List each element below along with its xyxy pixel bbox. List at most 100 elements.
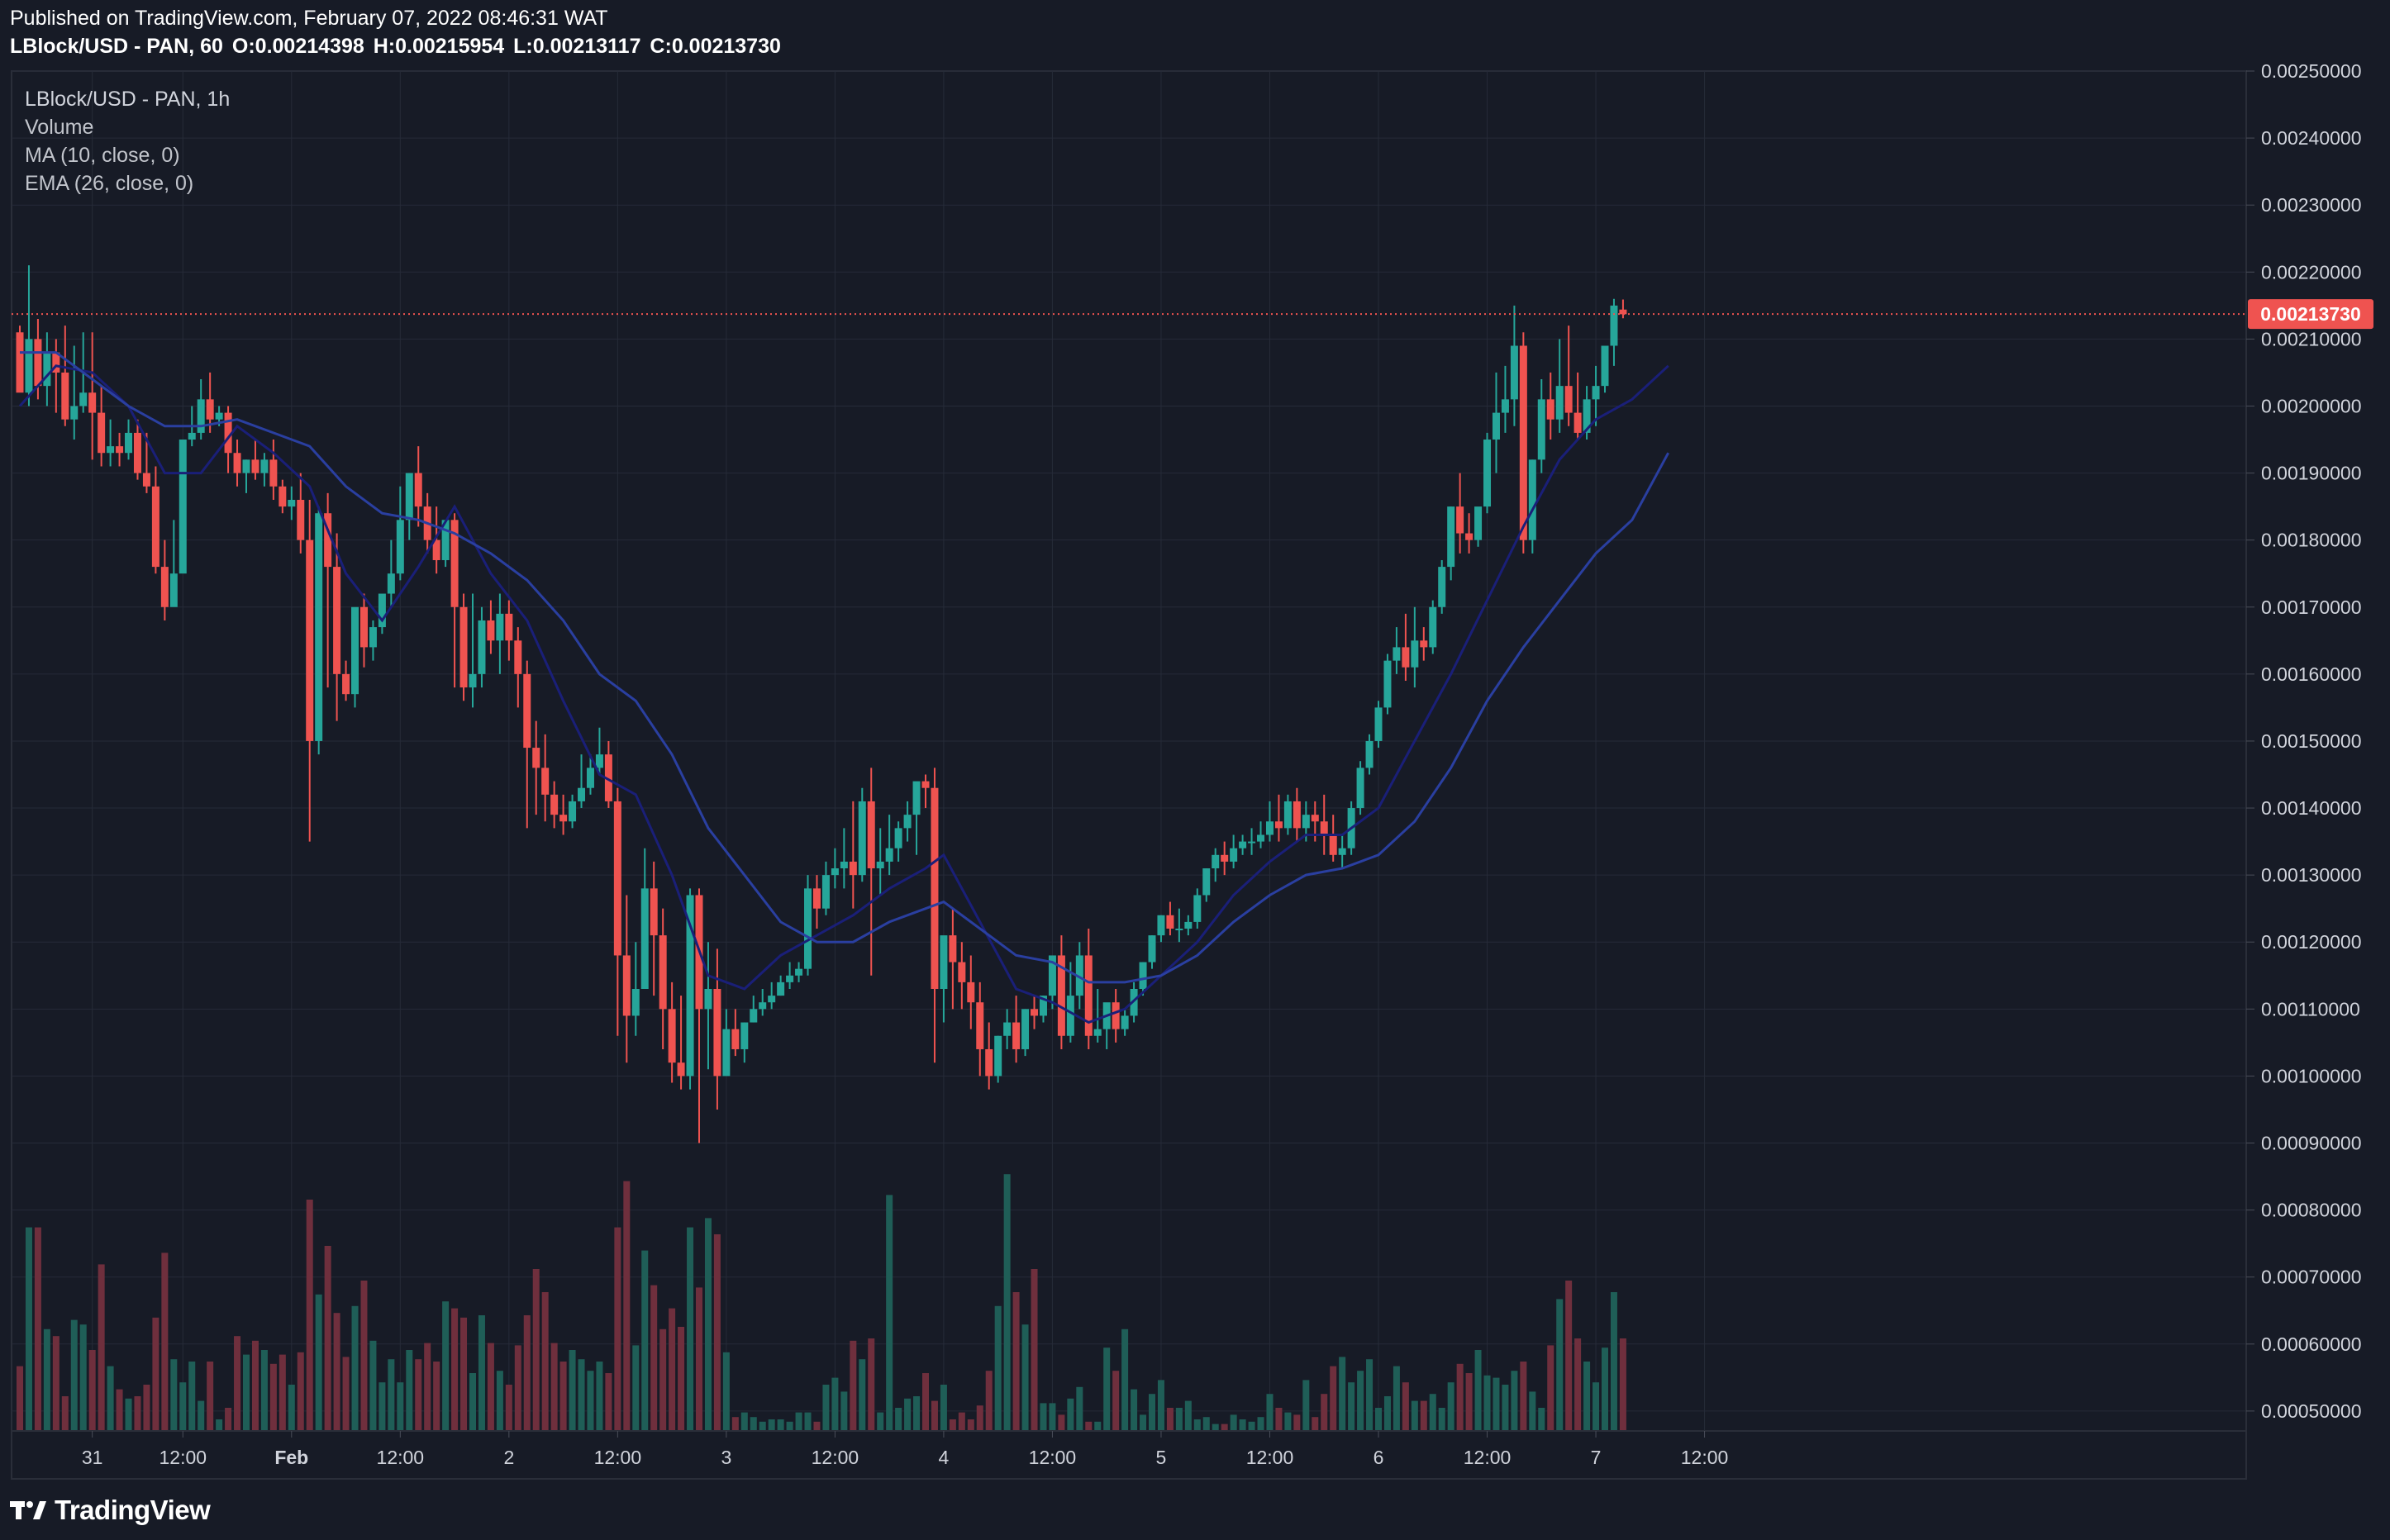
candle[interactable]	[1166, 901, 1174, 936]
candle[interactable]	[1393, 627, 1401, 674]
candle[interactable]	[1492, 372, 1500, 473]
candle[interactable]	[604, 740, 612, 809]
candle[interactable]	[61, 326, 69, 426]
candle[interactable]	[1320, 794, 1328, 855]
candle[interactable]	[242, 459, 250, 493]
candle[interactable]	[1031, 996, 1039, 1029]
candle[interactable]	[233, 440, 241, 487]
candle[interactable]	[1383, 654, 1392, 715]
candle[interactable]	[786, 962, 794, 989]
candle[interactable]	[1221, 841, 1229, 876]
candle[interactable]	[288, 486, 296, 520]
candle[interactable]	[1483, 432, 1492, 514]
candle[interactable]	[70, 345, 79, 440]
candle[interactable]	[622, 895, 631, 1063]
candle[interactable]	[876, 828, 884, 896]
candle[interactable]	[441, 520, 450, 568]
candle[interactable]	[921, 774, 930, 809]
candle[interactable]	[1130, 982, 1138, 1023]
candle[interactable]	[1555, 339, 1564, 433]
candle[interactable]	[1239, 834, 1247, 855]
candle[interactable]	[1338, 834, 1346, 869]
time-axis[interactable]: 31 12:00 Feb 12:00 2 12:00 3 12:00 4 12:00 5 12:00 6…	[12, 1430, 2246, 1468]
candle[interactable]	[1465, 513, 1474, 554]
candle[interactable]	[750, 996, 758, 1023]
candle[interactable]	[1456, 473, 1464, 554]
candle[interactable]	[812, 875, 821, 929]
price-axis[interactable]: 0.00250000 0.00240000 0.00230000 0.00220000…	[2245, 60, 2362, 1431]
candle[interactable]	[849, 801, 857, 909]
candle[interactable]	[740, 1022, 749, 1063]
candle[interactable]	[967, 955, 975, 1029]
candle[interactable]	[1193, 888, 1202, 929]
candle[interactable]	[1519, 332, 1527, 554]
candle[interactable]	[1148, 935, 1156, 969]
candle[interactable]	[1528, 459, 1536, 554]
candle[interactable]	[1510, 305, 1518, 426]
candle[interactable]	[116, 432, 124, 467]
candle[interactable]	[1121, 1009, 1129, 1036]
candle[interactable]	[550, 781, 559, 829]
candle[interactable]	[1537, 379, 1545, 473]
candle[interactable]	[1093, 988, 1102, 1043]
candle[interactable]	[306, 500, 314, 842]
candle[interactable]	[414, 446, 422, 527]
candle[interactable]	[1438, 559, 1446, 614]
candle[interactable]	[260, 453, 269, 487]
candle[interactable]	[1546, 372, 1554, 440]
candle[interactable]	[107, 419, 115, 467]
candle[interactable]	[25, 265, 33, 406]
candle[interactable]	[1474, 506, 1483, 547]
candle[interactable]	[279, 479, 287, 514]
candle[interactable]	[578, 754, 586, 809]
candle[interactable]	[523, 660, 531, 829]
candle[interactable]	[297, 473, 305, 554]
candle[interactable]	[359, 593, 368, 668]
candle[interactable]	[795, 962, 803, 982]
candle[interactable]	[821, 861, 830, 915]
candle[interactable]	[169, 520, 178, 607]
candle[interactable]	[1447, 506, 1455, 581]
candle[interactable]	[569, 794, 577, 829]
candle[interactable]	[88, 332, 97, 460]
candle[interactable]	[595, 727, 603, 775]
candle[interactable]	[1564, 326, 1573, 426]
candle[interactable]	[1329, 815, 1337, 862]
candle[interactable]	[133, 419, 141, 480]
candle[interactable]	[1112, 988, 1120, 1043]
candle[interactable]	[858, 787, 866, 882]
candle[interactable]	[206, 372, 214, 433]
candle[interactable]	[251, 440, 259, 480]
candle[interactable]	[631, 942, 640, 1036]
candle[interactable]	[1248, 828, 1256, 855]
candle[interactable]	[759, 988, 767, 1016]
candle[interactable]	[1610, 298, 1618, 366]
tradingview-logo[interactable]: TradingView	[10, 1490, 211, 1530]
candle[interactable]	[559, 794, 568, 835]
candle[interactable]	[1265, 801, 1274, 842]
candle[interactable]	[369, 620, 377, 661]
candle[interactable]	[98, 386, 106, 467]
candle[interactable]	[1084, 929, 1093, 1049]
candle[interactable]	[197, 379, 205, 440]
candle[interactable]	[478, 606, 486, 688]
candle[interactable]	[704, 942, 712, 1070]
candle[interactable]	[496, 593, 504, 674]
candle[interactable]	[768, 982, 776, 1010]
candle[interactable]	[1175, 908, 1183, 943]
candle[interactable]	[640, 848, 649, 989]
candle[interactable]	[586, 754, 594, 795]
candle[interactable]	[405, 473, 413, 540]
candle[interactable]	[151, 466, 159, 574]
candle[interactable]	[1501, 365, 1509, 433]
candle[interactable]	[324, 492, 332, 688]
candle[interactable]	[1365, 734, 1374, 775]
candle[interactable]	[831, 848, 839, 889]
candle[interactable]	[1274, 794, 1283, 842]
candle[interactable]	[677, 996, 685, 1090]
candle[interactable]	[1012, 996, 1021, 1063]
candle[interactable]	[958, 942, 966, 1010]
candle[interactable]	[432, 506, 440, 574]
candle[interactable]	[1293, 787, 1301, 842]
candle[interactable]	[867, 768, 875, 976]
